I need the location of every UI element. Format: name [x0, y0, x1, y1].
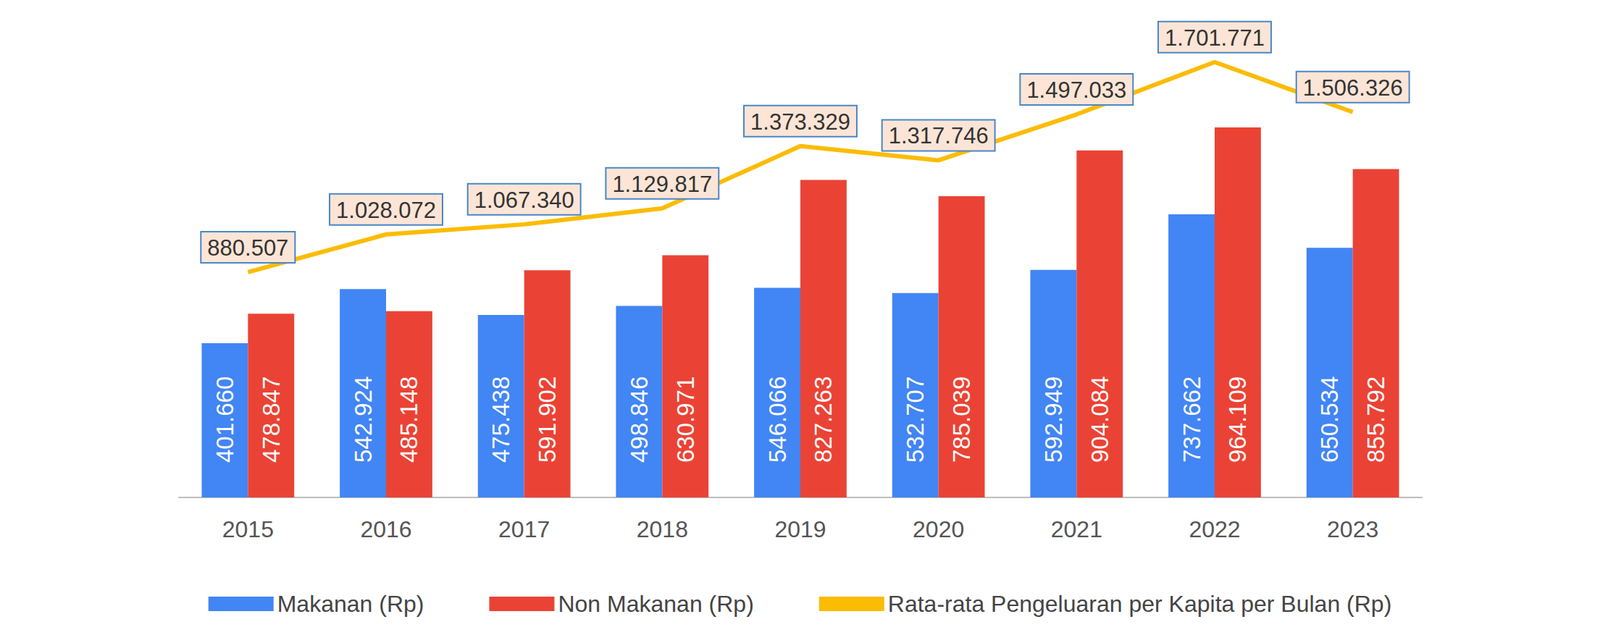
svg-text:Non Makanan (Rp): Non Makanan (Rp): [557, 591, 754, 618]
svg-text:592.949: 592.949: [1040, 376, 1067, 463]
svg-text:478.847: 478.847: [257, 376, 285, 463]
svg-text:855.792: 855.792: [1362, 376, 1390, 463]
svg-text:498.846: 498.846: [625, 376, 653, 463]
svg-text:737.662: 737.662: [1178, 376, 1206, 463]
svg-text:630.971: 630.971: [672, 376, 699, 463]
svg-text:1.129.817: 1.129.817: [612, 171, 712, 198]
svg-text:650.534: 650.534: [1316, 376, 1343, 463]
svg-text:785.039: 785.039: [948, 376, 975, 463]
svg-text:1.028.072: 1.028.072: [336, 197, 437, 224]
svg-text:1.317.746: 1.317.746: [888, 123, 989, 149]
svg-text:546.066: 546.066: [764, 376, 791, 463]
svg-text:2022: 2022: [1188, 516, 1241, 543]
svg-text:2015: 2015: [222, 516, 274, 543]
svg-text:2018: 2018: [636, 516, 689, 543]
svg-text:880.507: 880.507: [207, 235, 289, 261]
svg-text:827.263: 827.263: [809, 376, 837, 463]
svg-text:475.438: 475.438: [487, 376, 515, 463]
svg-text:964.109: 964.109: [1224, 376, 1251, 463]
svg-text:591.902: 591.902: [533, 376, 561, 463]
svg-text:1.701.771: 1.701.771: [1164, 25, 1265, 51]
svg-text:2020: 2020: [912, 516, 965, 543]
svg-text:1.497.033: 1.497.033: [1026, 77, 1127, 103]
svg-text:1.506.326: 1.506.326: [1303, 75, 1403, 101]
svg-text:532.707: 532.707: [901, 376, 929, 463]
svg-text:Rata-rata Pengeluaran per Kapi: Rata-rata Pengeluaran per Kapita per Bul…: [888, 591, 1393, 618]
svg-text:401.660: 401.660: [211, 376, 239, 463]
svg-text:485.148: 485.148: [395, 376, 423, 463]
svg-text:2019: 2019: [774, 516, 826, 543]
svg-text:904.084: 904.084: [1086, 376, 1114, 463]
svg-text:2016: 2016: [359, 516, 412, 543]
svg-text:542.924: 542.924: [349, 376, 377, 463]
svg-text:2017: 2017: [498, 516, 550, 543]
svg-text:2023: 2023: [1326, 516, 1379, 543]
svg-text:2021: 2021: [1050, 516, 1103, 543]
svg-text:Makanan (Rp): Makanan (Rp): [277, 591, 425, 618]
svg-text:1.373.329: 1.373.329: [750, 109, 851, 135]
svg-text:1.067.340: 1.067.340: [474, 187, 575, 213]
